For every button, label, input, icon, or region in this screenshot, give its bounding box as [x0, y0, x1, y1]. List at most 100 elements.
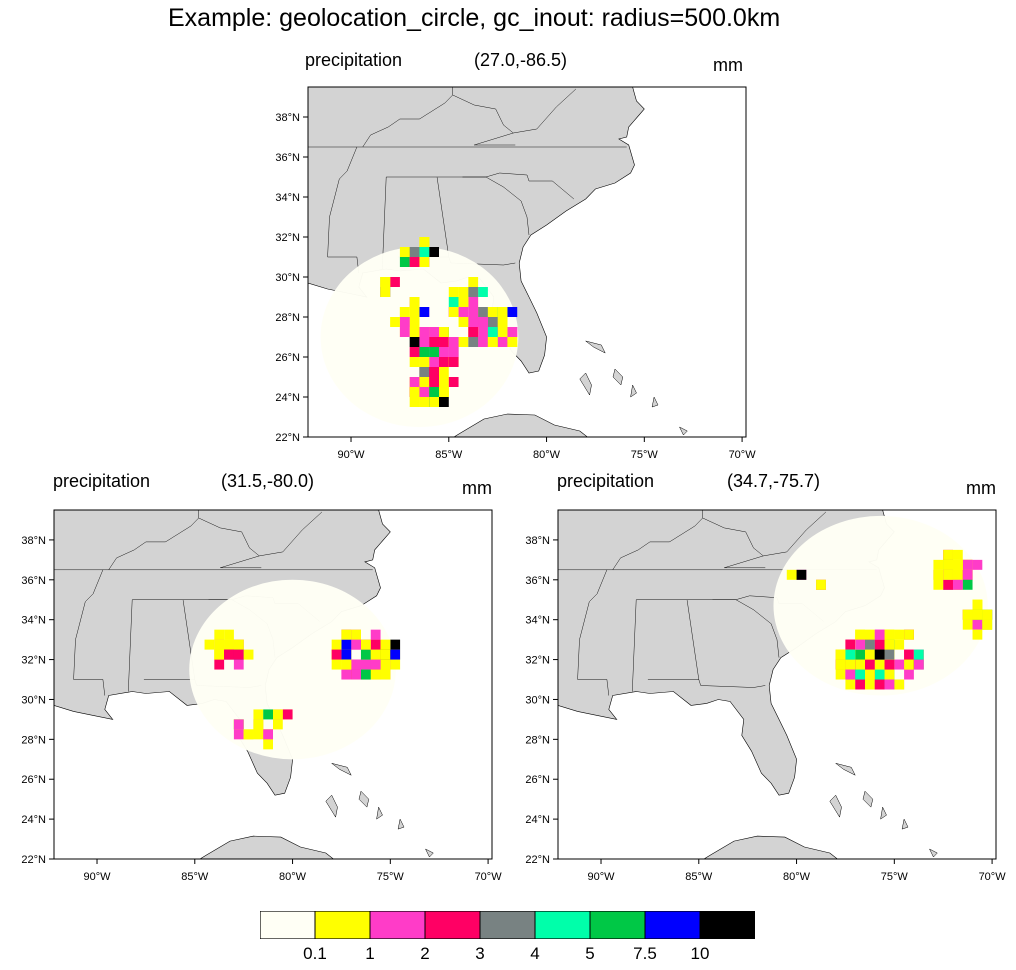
lat-tick-label: 36°N: [525, 575, 550, 587]
lon-tick-label: 75°W: [631, 449, 659, 461]
precip-cell: [429, 327, 440, 337]
precip-cell: [370, 649, 381, 660]
precip-cell: [864, 679, 875, 690]
precip-cell: [982, 619, 993, 630]
state-boundary: [577, 679, 610, 696]
precip-cell: [894, 629, 905, 640]
precip-cell: [409, 347, 420, 357]
panel-unit-label: mm: [462, 478, 492, 498]
precip-cell: [835, 649, 846, 660]
state-boundary: [73, 679, 106, 696]
panel-unit-label: mm: [713, 55, 743, 75]
precip-cell: [972, 559, 983, 570]
precip-cell: [224, 649, 234, 660]
precip-cell: [263, 729, 273, 740]
lat-tick-label: 34°N: [525, 615, 550, 627]
precip-cell: [341, 629, 352, 640]
state-boundary: [612, 511, 827, 570]
precip-cell: [962, 569, 973, 580]
precip-cell: [913, 659, 924, 670]
precip-cell: [439, 357, 449, 367]
precip-cell: [855, 649, 865, 660]
precip-cell: [943, 549, 953, 560]
precip-cell: [439, 387, 449, 397]
precip-cell: [855, 669, 865, 680]
precip-cell: [478, 317, 488, 327]
precip-cell: [458, 297, 469, 307]
lat-tick-label: 26°N: [275, 352, 300, 364]
precip-cell: [370, 669, 381, 680]
precip-cell: [360, 669, 371, 680]
precip-cell: [855, 629, 865, 640]
precip-cell: [419, 327, 430, 337]
precip-cell: [894, 659, 905, 670]
precip-cell: [380, 287, 391, 297]
precip-cell: [786, 569, 797, 580]
precip-cell: [894, 679, 905, 690]
state-boundary: [632, 599, 637, 692]
precip-cell: [943, 559, 953, 570]
precip-cell: [409, 377, 420, 387]
precip-cell: [409, 337, 420, 347]
precip-cell: [429, 377, 440, 387]
panel-center-label: (31.5,-80.0): [221, 471, 315, 491]
precip-cell: [409, 307, 420, 317]
lon-tick-label: 90°W: [338, 449, 366, 461]
precip-cell: [884, 639, 895, 650]
precip-cell: [933, 579, 944, 590]
lat-tick-label: 24°N: [525, 814, 550, 826]
precip-cell: [962, 609, 973, 620]
precip-cell: [233, 719, 244, 730]
precip-cell: [409, 247, 420, 257]
precip-cell: [835, 669, 846, 680]
precip-cell: [399, 307, 410, 317]
cuba-landmass: [199, 835, 334, 859]
lon-tick-label: 80°W: [783, 871, 811, 883]
lat-tick-label: 22°N: [21, 854, 46, 866]
precip-cell: [507, 327, 518, 337]
precip-cell: [409, 397, 420, 407]
precip-cell: [419, 257, 430, 267]
precip-cell: [497, 327, 508, 337]
precip-cell: [448, 297, 459, 307]
precip-cell: [904, 659, 914, 670]
precip-cell: [855, 659, 865, 670]
precip-cell: [904, 629, 914, 640]
precip-cell: [331, 649, 342, 660]
precip-cell: [448, 307, 459, 317]
precip-cell: [380, 639, 391, 650]
legend-swatch: [260, 911, 316, 939]
precip-cell: [331, 659, 342, 670]
precip-cell: [864, 639, 875, 650]
lat-tick-label: 34°N: [275, 192, 300, 204]
precip-cell: [429, 367, 440, 377]
precip-cell: [360, 659, 371, 670]
panel-unit-label: mm: [966, 478, 996, 498]
precip-cell: [341, 659, 352, 670]
bahamas-island: [424, 848, 434, 858]
bahamas-island: [358, 790, 370, 808]
precip-cell: [478, 327, 488, 337]
lat-tick-label: 28°N: [275, 312, 300, 324]
precip-cell: [972, 629, 983, 640]
precip-cell: [419, 367, 430, 377]
precip-cell: [380, 659, 391, 670]
lat-tick-label: 28°N: [21, 734, 46, 746]
precip-cell: [429, 337, 440, 347]
panel-left-label: precipitation: [557, 471, 655, 491]
bahamas-island: [862, 790, 874, 808]
precip-cell: [894, 639, 905, 650]
precip-cell: [972, 619, 983, 630]
precip-cell: [864, 629, 875, 640]
precip-cell: [341, 669, 352, 680]
precip-cell: [370, 629, 381, 640]
bahamas-island: [928, 848, 938, 858]
bahamas-island: [630, 384, 637, 398]
precip-cell: [497, 317, 508, 327]
precip-cell: [409, 317, 420, 327]
legend-swatch: [589, 911, 646, 939]
map-panel-bottom-left: 22°N 24°N 26°N 28°N 30°N 32°N 34°N 36°N 38°N 90°W…: [21, 509, 502, 883]
precip-cell: [214, 629, 225, 640]
precip-cell: [409, 327, 420, 337]
precip-cell: [214, 639, 225, 650]
